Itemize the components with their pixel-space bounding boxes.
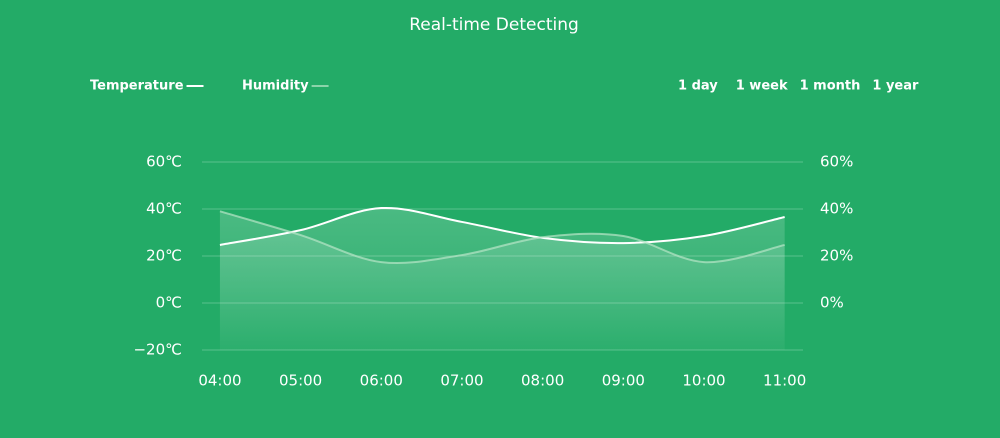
legend-label[interactable]: Humidity	[242, 79, 309, 94]
x-tick-label: 10:00	[682, 372, 725, 390]
y-tick-label: 20℃	[146, 247, 182, 265]
series-area	[219, 211, 785, 350]
x-tick-label: 04:00	[198, 372, 241, 390]
series-line	[219, 206, 785, 246]
range-option[interactable]: 1 month	[800, 79, 861, 94]
legend-label[interactable]: Temperature	[90, 79, 184, 94]
y2-tick-label: 20%	[820, 247, 853, 265]
x-tick-label: 08:00	[521, 372, 564, 390]
y2-tick-label: 60%	[820, 153, 853, 171]
x-tick-label: 05:00	[279, 372, 322, 390]
y-tick-label: 0℃	[156, 294, 182, 312]
x-tick-label: 07:00	[440, 372, 483, 390]
x-tick-label: 11:00	[763, 372, 806, 390]
y-tick-label: −20℃	[133, 341, 182, 359]
x-tick-label: 06:00	[360, 372, 403, 390]
chart-title: Real-time Detecting	[409, 15, 579, 35]
y2-tick-label: 0%	[820, 294, 844, 312]
range-option[interactable]: 1 day	[678, 79, 718, 94]
y-tick-label: 60℃	[146, 153, 182, 171]
series-line	[219, 210, 785, 265]
y-tick-label: 40℃	[146, 200, 182, 218]
range-option[interactable]: 1 year	[872, 79, 919, 94]
range-option[interactable]: 1 week	[736, 79, 788, 94]
y2-tick-label: 40%	[820, 200, 853, 218]
x-tick-label: 09:00	[602, 372, 645, 390]
